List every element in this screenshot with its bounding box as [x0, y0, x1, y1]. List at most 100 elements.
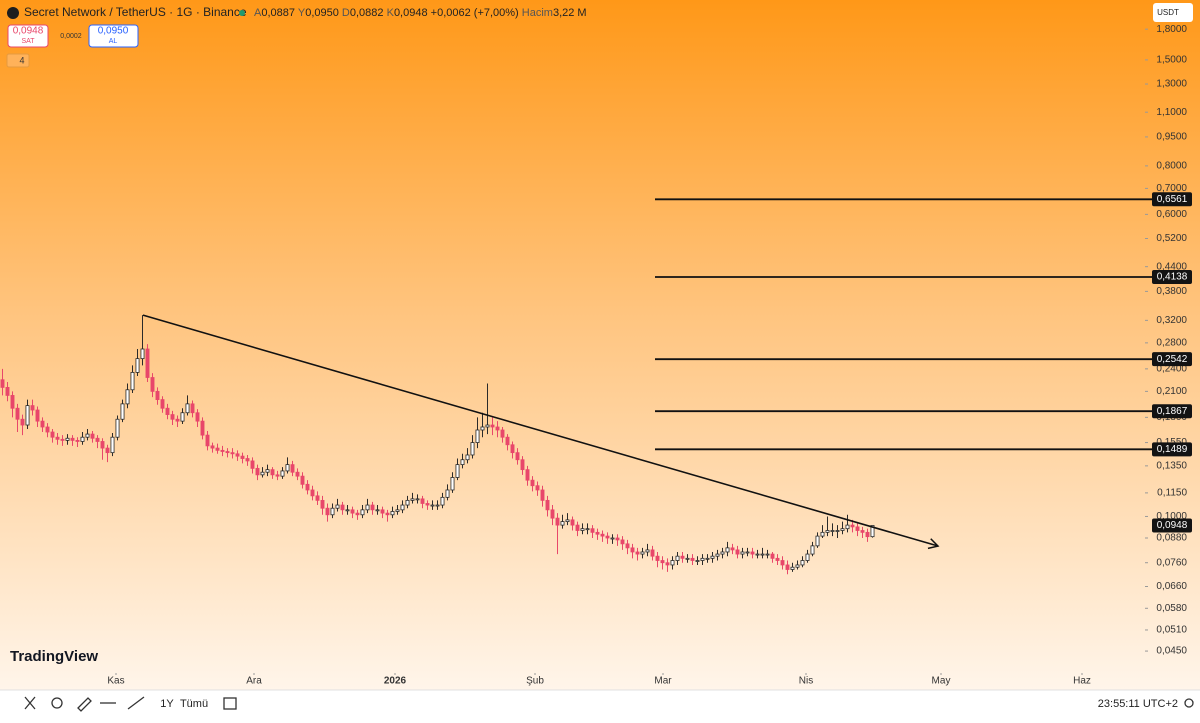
market-status [239, 10, 245, 16]
candle-body [750, 551, 755, 555]
y-tick-label: 0,0880 [1156, 533, 1187, 544]
clock: 23:55:11 UTC+2 [1098, 698, 1178, 710]
ohlc-value: 0,0948 [394, 7, 428, 19]
currency-button[interactable] [1153, 3, 1193, 22]
candle-body [550, 509, 555, 519]
candle-body [865, 531, 870, 538]
y-tick-label: 0,0760 [1156, 557, 1187, 568]
candle-body [70, 437, 75, 441]
candle-body [200, 420, 205, 436]
symbol-title: Secret Network / TetherUS · 1G · Binance [24, 5, 247, 19]
candle-body [455, 464, 460, 478]
candle-body [345, 509, 350, 512]
range-button[interactable]: Tümü [180, 698, 208, 710]
last-price-label: 0,0948 [1157, 520, 1188, 531]
candle-body [810, 545, 815, 555]
candle-body [665, 562, 670, 566]
candle-body [400, 504, 405, 511]
level-label: 0,6561 [1157, 194, 1188, 205]
candle-body [35, 409, 40, 422]
brand: TradingView [10, 648, 98, 665]
candle-body [755, 553, 760, 556]
candle-body [470, 442, 475, 456]
candle-body [395, 509, 400, 512]
candle-body [425, 503, 430, 506]
candle-body [740, 551, 745, 555]
sell-price: 0,0948 [13, 26, 44, 37]
icon-calendar[interactable] [223, 697, 237, 710]
candle-body [170, 414, 175, 420]
background [0, 0, 1200, 690]
candle-body [735, 549, 740, 555]
candle-body [210, 445, 215, 449]
candle-body [185, 403, 190, 414]
candle-body [415, 498, 420, 501]
icon-close[interactable] [24, 696, 36, 710]
y-tick-label: 1,8000 [1156, 24, 1187, 35]
candle-body [65, 437, 70, 441]
candle-body [80, 436, 85, 442]
candle-body [805, 553, 810, 561]
candle-body [330, 507, 335, 516]
y-tick-label: 0,5200 [1156, 233, 1187, 244]
buy-button[interactable] [88, 24, 139, 48]
indicator-count: 4 [19, 55, 24, 65]
ohlc-value: 0,0887 [261, 7, 295, 19]
candle-body [440, 496, 445, 506]
candle-body [60, 438, 65, 441]
candle-body [870, 525, 875, 538]
candle-body [480, 426, 485, 431]
candle-body [90, 433, 95, 439]
candle-body [75, 440, 80, 442]
y-tick-label: 0,3200 [1156, 315, 1187, 326]
candle-body [460, 459, 465, 466]
candle-body [630, 547, 635, 553]
candle-body [475, 429, 480, 443]
sell-button[interactable] [7, 24, 49, 48]
candle-body [45, 426, 50, 433]
toolbar-icons [24, 696, 1194, 712]
candle-body [570, 519, 575, 526]
level-tag [1152, 192, 1192, 207]
candle-body [50, 431, 55, 438]
candle-body [445, 489, 450, 498]
candle-body [340, 504, 345, 511]
candle-body [95, 437, 100, 442]
candle-body [515, 452, 520, 461]
candle-body [680, 555, 685, 559]
candle-body [645, 549, 650, 553]
candle-body [245, 458, 250, 462]
candle-body [820, 531, 825, 537]
candle-body [310, 489, 315, 497]
candle-body [115, 418, 120, 438]
icon-trend[interactable] [127, 696, 145, 710]
candle-body [845, 524, 850, 530]
candle-body [430, 504, 435, 507]
icon-eraser[interactable] [77, 697, 92, 712]
indicator-toggle[interactable] [6, 53, 30, 68]
range-button[interactable]: 1Y [160, 698, 174, 710]
y-tick-label: 0,0510 [1156, 625, 1187, 636]
spread: 0,0002 [60, 33, 82, 40]
candle-body [315, 495, 320, 501]
y-tick-label: 0,9500 [1156, 132, 1187, 143]
icon-brush[interactable] [51, 697, 63, 709]
candle-body [195, 412, 200, 422]
candle-body [620, 539, 625, 545]
candle-body [495, 426, 500, 431]
y-tick-label: 0,8000 [1156, 161, 1187, 172]
candle-body [30, 405, 35, 411]
volume: 3,22 M [553, 7, 587, 19]
candle-body [715, 553, 720, 557]
candle-body [625, 543, 630, 549]
candle-body [585, 528, 590, 531]
candle-body [225, 451, 230, 454]
candle-body [350, 509, 355, 514]
candle-body [465, 454, 470, 461]
candle-body [215, 447, 220, 451]
y-tick-label: 0,2800 [1156, 338, 1187, 349]
ohlc-value: 0,0950 [305, 7, 339, 19]
candle-body [725, 547, 730, 553]
icon-settings[interactable] [1184, 698, 1194, 708]
candle-body [230, 452, 235, 455]
